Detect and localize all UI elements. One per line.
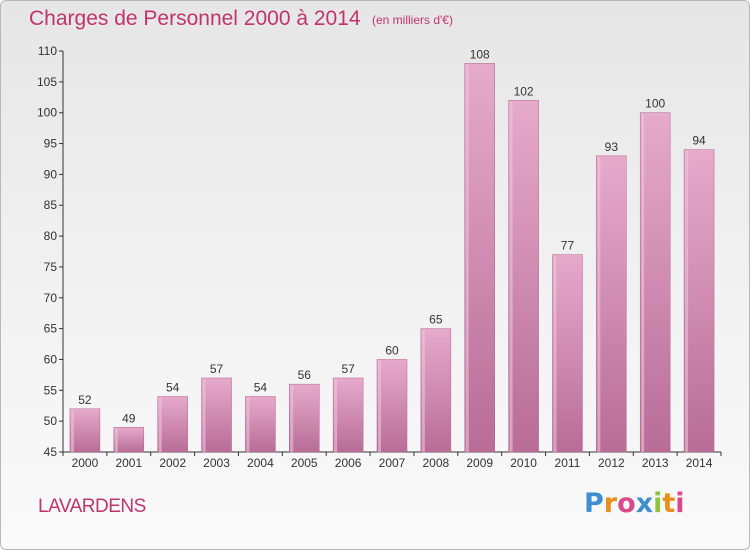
bar-highlight — [509, 101, 513, 452]
x-tick-label: 2014 — [686, 456, 713, 470]
chart-title: Charges de Personnel 2000 à 2014 — [29, 7, 361, 30]
y-tick-label: 105 — [37, 75, 57, 89]
bar-2009 — [464, 63, 495, 453]
logo-letter: t — [662, 488, 676, 519]
x-tick-label: 2001 — [115, 456, 142, 470]
y-tick-label: 65 — [44, 322, 58, 336]
bar-highlight — [685, 150, 689, 452]
chart-labels: 52 2000 49 2001 54 2002 57 2003 54 2004 56 2005 57 20… — [72, 47, 713, 470]
data-label-2009: 108 — [470, 47, 490, 61]
y-tick-label: 90 — [44, 167, 58, 181]
data-label-2002: 54 — [166, 380, 180, 394]
data-label-2006: 57 — [341, 362, 355, 376]
y-tick-label: 60 — [44, 352, 58, 366]
y-tick-label: 80 — [44, 229, 58, 243]
data-label-2007: 60 — [385, 343, 399, 357]
y-tick-label: 100 — [37, 106, 57, 120]
x-tick-label: 2006 — [335, 456, 362, 470]
bar-2007 — [376, 359, 408, 453]
logo-letter: P — [584, 488, 604, 519]
bar-2004 — [245, 396, 276, 453]
data-label-2013: 100 — [645, 97, 665, 111]
logo-letter: o — [617, 488, 636, 519]
x-tick-label: 2010 — [510, 456, 537, 470]
x-tick-label: 2013 — [642, 456, 669, 470]
bar-highlight — [378, 360, 381, 452]
bar-2012 — [596, 155, 627, 453]
bar-highlight — [421, 329, 425, 452]
data-label-2014: 94 — [692, 134, 706, 148]
bar-2013 — [639, 112, 671, 453]
x-tick-label: 2007 — [379, 456, 406, 470]
bar-highlight — [465, 64, 469, 452]
data-label-2000: 52 — [78, 393, 92, 407]
y-tick-label: 95 — [44, 137, 58, 151]
data-label-2001: 49 — [122, 411, 136, 425]
bar-2008 — [420, 328, 452, 453]
bar-highlight — [641, 113, 645, 452]
y-tick-label: 110 — [38, 44, 57, 58]
x-tick-label: 2009 — [466, 456, 493, 470]
data-label-2011: 77 — [561, 239, 575, 253]
data-label-2008: 65 — [429, 313, 443, 327]
bar-2003 — [201, 377, 232, 453]
bar-2014 — [683, 149, 715, 453]
x-tick-label: 2000 — [72, 456, 99, 470]
data-label-2010: 102 — [514, 84, 534, 98]
data-label-2005: 56 — [298, 368, 312, 382]
y-tick-label: 85 — [44, 198, 58, 212]
bar-highlight — [158, 397, 162, 452]
bar-highlight — [70, 409, 74, 452]
x-tick-label: 2003 — [203, 456, 230, 470]
bar-highlight — [246, 397, 250, 452]
bar-2000 — [69, 408, 101, 453]
bar-2001 — [113, 427, 145, 453]
chart-bars — [69, 63, 715, 453]
bar-highlight — [597, 156, 601, 452]
y-tick-label: 50 — [44, 414, 58, 428]
y-tick-label: 55 — [44, 383, 58, 397]
x-tick-label: 2004 — [247, 456, 274, 470]
bar-highlight — [114, 428, 118, 452]
logo-letter: x — [635, 488, 654, 519]
bar-highlight — [202, 378, 206, 452]
logo-letter: i — [653, 488, 663, 519]
commune-name: LAVARDENS — [38, 496, 146, 517]
x-tick-label: 2005 — [291, 456, 318, 470]
proxiti-logo: Proxiti — [584, 488, 685, 519]
bar-highlight — [290, 385, 294, 452]
data-label-2003: 57 — [210, 362, 224, 376]
data-label-2004: 54 — [254, 380, 268, 394]
bar-highlight — [553, 255, 557, 452]
bar-2005 — [289, 383, 320, 453]
y-tick-label: 75 — [44, 260, 58, 274]
bar-2002 — [157, 396, 188, 453]
chart-subtitle: (en milliers d'€) — [372, 13, 453, 27]
x-tick-label: 2012 — [598, 456, 625, 470]
x-tick-label: 2011 — [555, 456, 581, 470]
data-label-2012: 93 — [605, 140, 619, 154]
x-tick-label: 2002 — [159, 456, 186, 470]
x-tick-label: 2008 — [423, 456, 450, 470]
y-tick-label: 45 — [44, 445, 58, 459]
y-tick-label: 70 — [44, 291, 58, 305]
logo-letter: i — [675, 488, 685, 519]
bar-2010 — [508, 100, 539, 453]
bar-highlight — [334, 378, 338, 452]
logo-letter: r — [603, 488, 618, 519]
bar-2011 — [552, 254, 583, 453]
bar-2006 — [332, 377, 364, 453]
